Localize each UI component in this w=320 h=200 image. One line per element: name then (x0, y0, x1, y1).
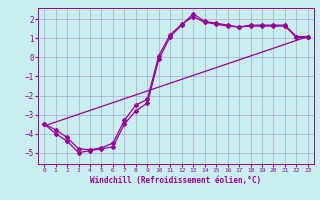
X-axis label: Windchill (Refroidissement éolien,°C): Windchill (Refroidissement éolien,°C) (91, 176, 261, 185)
